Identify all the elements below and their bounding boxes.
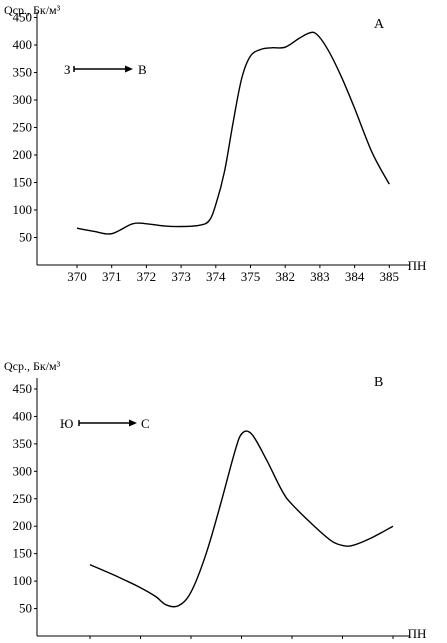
- panel-letter: А: [374, 17, 385, 32]
- y-tick-label: 250: [13, 491, 33, 506]
- y-tick-label: 250: [13, 120, 33, 135]
- chart-panel-b: 50 100 150 200 250 300 350 400 450 381 380 379 375 37…: [4, 359, 426, 643]
- y-tick-label: 300: [13, 92, 33, 107]
- y-tick-label: 150: [13, 546, 33, 561]
- x-tick-label: 380: [131, 640, 151, 643]
- y-tick-label: 50: [19, 601, 32, 616]
- y-tick-label: 200: [13, 147, 33, 162]
- x-axis-label: ПН: [408, 626, 427, 641]
- direction-arrow-head: [125, 65, 133, 73]
- x-tick-label: 372: [137, 269, 157, 284]
- y-tick-label: 150: [13, 175, 33, 190]
- y-axis-label: Qср., Бк/м³: [4, 359, 61, 373]
- direction-to-label: С: [141, 416, 150, 431]
- series-line: [76, 31, 390, 235]
- direction-arrow-head: [129, 419, 137, 427]
- x-tick-label: 379: [181, 640, 201, 643]
- y-axis-label: Qср., Бк/м³: [4, 3, 61, 17]
- direction-to-label: В: [138, 62, 147, 77]
- x-tick-label: 377: [333, 640, 353, 643]
- x-tick-label: 381: [80, 640, 100, 643]
- y-tick-label: 100: [13, 573, 33, 588]
- x-tick-label: 374: [206, 269, 226, 284]
- x-tick-label: 370: [67, 269, 87, 284]
- x-tick-label: 376: [282, 640, 302, 643]
- direction-from-label: З: [64, 62, 71, 77]
- y-tick-label: 350: [13, 436, 33, 451]
- x-tick-label: 375: [232, 640, 252, 643]
- y-tick-label: 400: [13, 37, 33, 52]
- x-tick-label: 385: [380, 269, 400, 284]
- x-tick-label: 378: [383, 640, 403, 643]
- y-tick-label: 350: [13, 65, 33, 80]
- y-tick-label: 450: [13, 381, 33, 396]
- x-tick-label: 371: [102, 269, 122, 284]
- y-tick-label: 200: [13, 518, 33, 533]
- x-tick-label: 373: [171, 269, 191, 284]
- direction-from-label: Ю: [60, 416, 73, 431]
- x-axis-label: ПН: [408, 258, 427, 273]
- y-tick-label: 50: [19, 230, 32, 245]
- x-tick-label: 382: [275, 269, 295, 284]
- series-line: [89, 430, 394, 608]
- chart-panel-a: 50 100 150 200 250 300 350 400 450 370 371 372 373 37…: [4, 3, 426, 284]
- x-tick-label: 383: [310, 269, 330, 284]
- x-tick-label: 384: [345, 269, 365, 284]
- panel-letter: В: [374, 375, 383, 390]
- y-tick-label: 300: [13, 463, 33, 478]
- x-tick-label: 375: [241, 269, 261, 284]
- y-tick-label: 450: [13, 10, 33, 25]
- y-tick-label: 400: [13, 408, 33, 423]
- y-tick-label: 100: [13, 202, 33, 217]
